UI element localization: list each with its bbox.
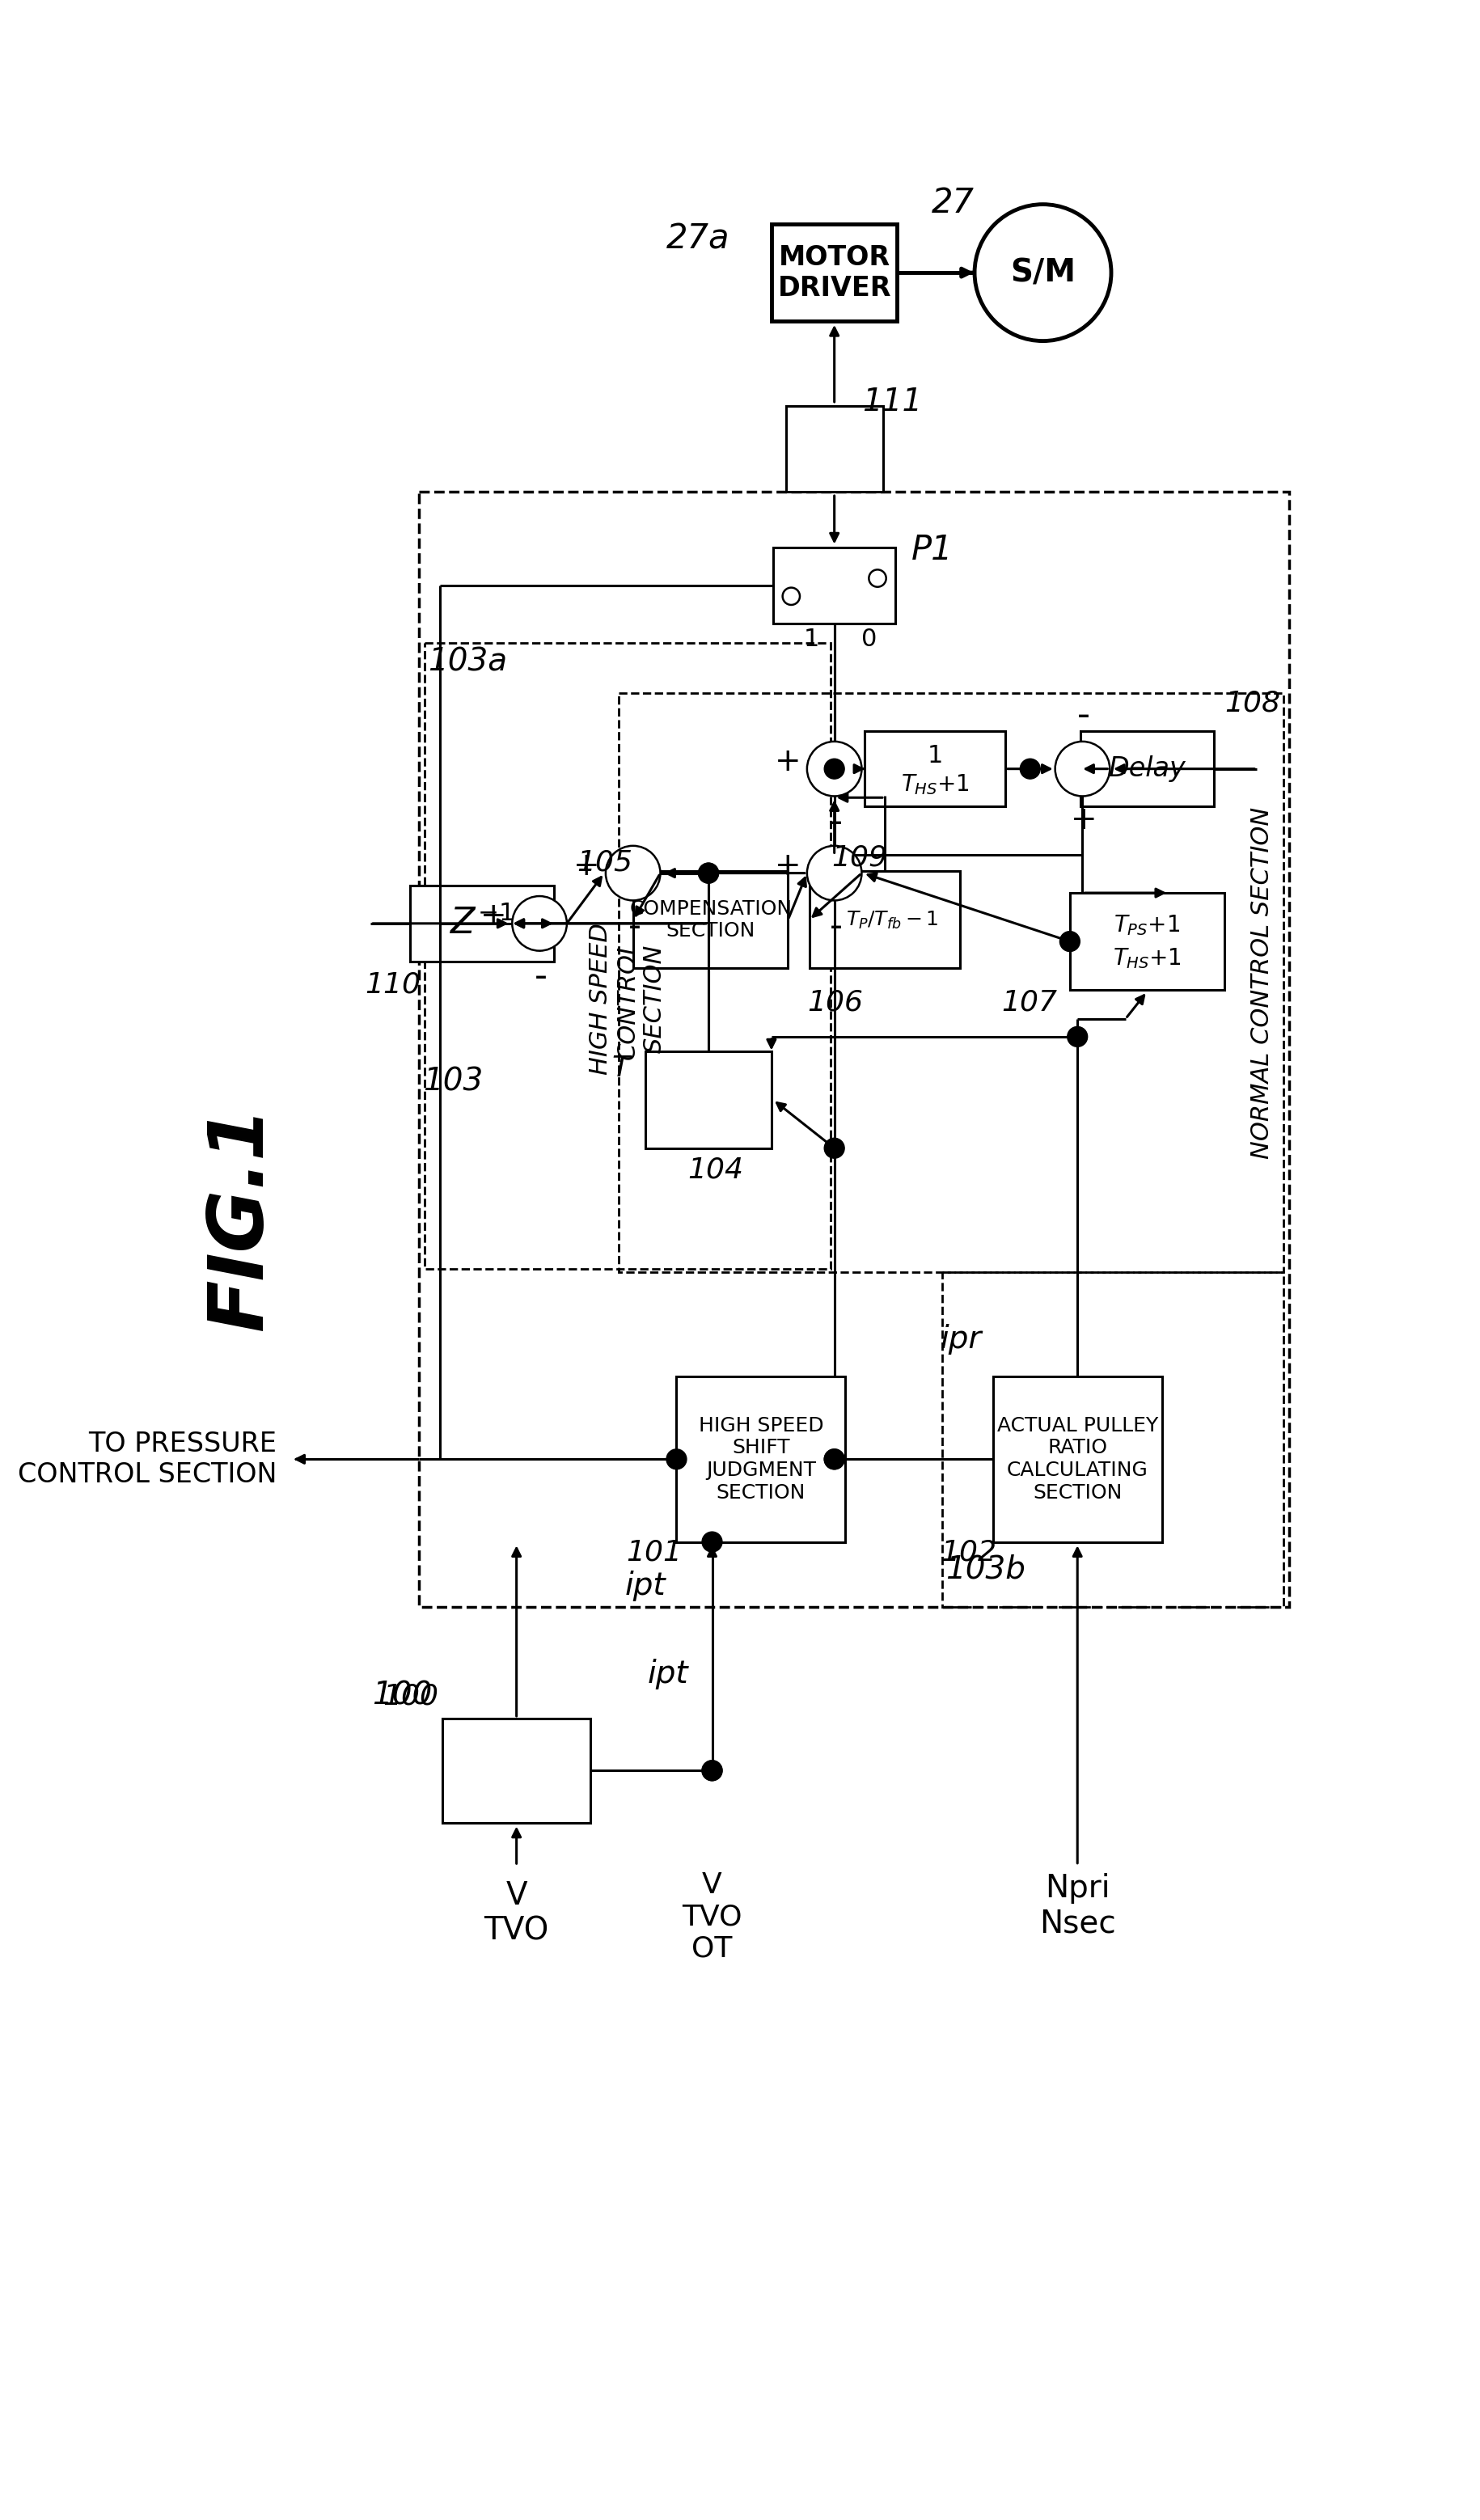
Circle shape [824, 1139, 845, 1159]
Text: ipt: ipt [648, 1658, 688, 1691]
Text: Delay: Delay [1109, 756, 1185, 781]
Text: TO PRESSURE
CONTROL SECTION: TO PRESSURE CONTROL SECTION [18, 1431, 277, 1487]
Circle shape [807, 741, 861, 796]
Bar [645, 1051, 771, 1149]
Text: HIGH SPEED
SHIFT
JUDGMENT
SECTION: HIGH SPEED SHIFT JUDGMENT SECTION [699, 1416, 823, 1502]
Text: 27: 27 [931, 186, 974, 219]
Circle shape [512, 897, 567, 950]
Bar [443, 1719, 591, 1822]
Text: V
TVO: V TVO [484, 1880, 549, 1945]
Text: 0: 0 [861, 627, 876, 650]
Text: 103: 103 [423, 1066, 482, 1096]
Text: V
TVO
OT: V TVO OT [682, 1872, 743, 1963]
Text: 110: 110 [366, 970, 420, 998]
Bar [786, 406, 884, 491]
Circle shape [1067, 1026, 1088, 1046]
Text: $T_P/T_{fb}-1$: $T_P/T_{fb}-1$ [845, 910, 938, 930]
Circle shape [824, 1449, 845, 1469]
Circle shape [699, 862, 719, 882]
Bar [864, 731, 1005, 806]
Text: 101: 101 [626, 1540, 682, 1567]
Circle shape [702, 1761, 722, 1782]
Circle shape [666, 1449, 687, 1469]
Text: T: T [611, 1056, 630, 1081]
Text: -: - [829, 804, 842, 839]
Bar [419, 491, 1289, 1608]
Circle shape [1060, 932, 1080, 953]
Text: 103a: 103a [428, 648, 508, 678]
Bar [425, 643, 830, 1268]
Text: 100: 100 [383, 1683, 440, 1711]
Bar [633, 872, 787, 968]
Text: $T_{HS}$+1: $T_{HS}$+1 [901, 774, 969, 796]
Circle shape [783, 587, 799, 605]
Text: -: - [534, 960, 548, 995]
Bar [943, 1273, 1283, 1608]
Bar [771, 224, 897, 320]
Circle shape [824, 759, 845, 779]
Text: 103b: 103b [946, 1555, 1026, 1585]
Text: NORMAL CONTROL SECTION: NORMAL CONTROL SECTION [1251, 806, 1274, 1159]
Bar [993, 1376, 1162, 1542]
Text: MOTOR
DRIVER: MOTOR DRIVER [777, 244, 891, 302]
Circle shape [702, 1532, 722, 1552]
Circle shape [824, 1449, 845, 1469]
Circle shape [699, 862, 719, 882]
Text: -: - [628, 910, 641, 945]
Text: ipt: ipt [625, 1570, 666, 1600]
Bar [1070, 892, 1224, 990]
Text: P1: P1 [912, 534, 953, 567]
Text: 108: 108 [1224, 688, 1280, 716]
Text: S/M: S/M [1011, 257, 1076, 287]
Bar [619, 693, 1283, 1273]
Text: Npri
Nsec: Npri Nsec [1039, 1872, 1116, 1938]
Text: $T_{HS}$+1: $T_{HS}$+1 [1113, 948, 1181, 970]
Text: 27a: 27a [666, 222, 730, 257]
Text: +: + [776, 852, 801, 882]
Text: +: + [776, 746, 801, 776]
Text: 1: 1 [804, 627, 818, 650]
Text: +: + [480, 900, 506, 932]
Bar [1080, 731, 1214, 806]
Circle shape [1055, 741, 1110, 796]
Bar [676, 1376, 845, 1542]
Text: -: - [829, 910, 842, 945]
Text: $T_{PS}$+1: $T_{PS}$+1 [1114, 915, 1181, 937]
Text: ACTUAL PULLEY
RATIO
CALCULATING
SECTION: ACTUAL PULLEY RATIO CALCULATING SECTION [998, 1416, 1157, 1502]
Text: 105: 105 [577, 849, 633, 877]
Text: 106: 106 [807, 988, 863, 1016]
Circle shape [807, 847, 861, 900]
Text: 109: 109 [832, 844, 888, 872]
Text: -: - [1077, 698, 1091, 733]
Text: 107: 107 [1002, 988, 1057, 1016]
Text: 1: 1 [926, 743, 943, 769]
Circle shape [605, 847, 660, 900]
Text: FIG.1: FIG.1 [204, 1106, 278, 1331]
Bar [810, 872, 961, 968]
Bar [410, 885, 554, 960]
Text: ipr: ipr [941, 1323, 983, 1356]
Text: HIGH SPEED
CONTROL
SECTION: HIGH SPEED CONTROL SECTION [589, 922, 666, 1076]
Text: 111: 111 [861, 386, 922, 418]
Text: COMPENSATION
SECTION: COMPENSATION SECTION [629, 900, 792, 940]
Circle shape [1020, 759, 1040, 779]
Text: 104: 104 [688, 1157, 743, 1184]
Bar [773, 547, 895, 622]
Text: +: + [1070, 804, 1097, 837]
Circle shape [702, 1761, 722, 1782]
Text: 100: 100 [371, 1681, 432, 1711]
Text: 102: 102 [940, 1540, 996, 1567]
Text: +: + [574, 852, 599, 882]
Circle shape [975, 204, 1111, 340]
Circle shape [869, 570, 887, 587]
Text: $Z^{-1}$: $Z^{-1}$ [450, 905, 514, 940]
